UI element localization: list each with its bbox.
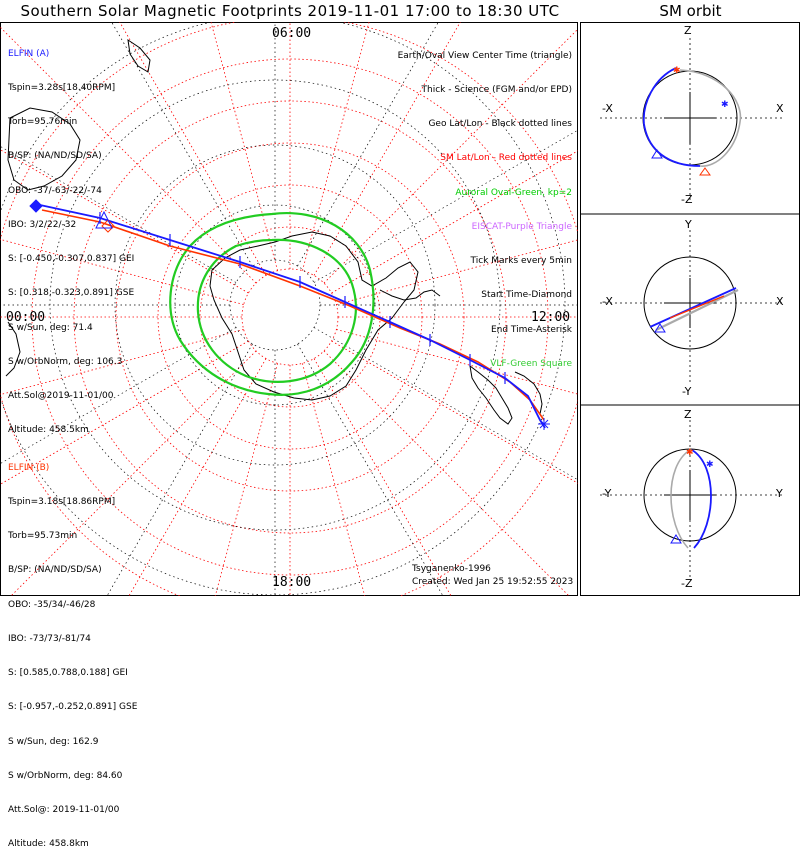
start-diamond-a [29,199,43,213]
legend-item: Auroral Oval-Green, kp=2 [455,187,572,198]
elfin-b-name: ELFIN (B) [8,462,50,473]
axis-label-right-yz: Y [776,487,783,500]
orbit-yz-b [670,449,691,549]
svg-text:✱: ✱ [721,100,729,110]
axis-label-right-xz: X [776,102,784,115]
elfin-a-line-3: OBO: -37/-63/-22/-74 [8,185,102,196]
legend-item: Geo Lat/Lon - Black dotted lines [428,119,572,130]
elfin-a-line-4: IBO: 3/2/22/-32 [8,219,77,230]
clock-label-left: 00:00 [6,310,46,325]
elfin-b-line-10: Altitude: 458.8km [8,839,89,850]
auroral-oval-inner [196,238,357,383]
axis-label-left-xz: -X [602,102,613,115]
grid-meridian [302,22,370,271]
orbit-xy-b [655,289,739,331]
start-diamond-b [101,219,115,233]
elfin-a-line-9: Att.Sol@2019-11-01/00 [8,391,114,401]
elfin-a-line-2: B/SP: (NA/ND/SD/SA) [8,151,102,162]
legend-item: Tick Marks every 5min [470,256,572,267]
grid-meridian [210,22,278,271]
legend-item: SM Lat/Lon - Red dotted lines [440,153,572,164]
elfin-a-line-6: S: [0.318,-0.323,0.891] GSE [8,288,135,299]
elfin-a-line-7: S w/Sun, deg: 71.4 [8,322,93,333]
orbit-panels: ✱ ✱ ✱ ✱ [600,38,785,580]
orbit-xz-b [679,69,742,167]
south-america-coast [514,371,543,415]
orbit-title: SM orbit [659,2,722,20]
elfin-b-line-6: S: [-0.957,-0.252,0.891] GSE [8,702,138,713]
africa-tip [5,321,21,377]
elfin-a-line-1: Torb=95.76min [8,117,78,128]
elfin-b-line-8: S w/OrbNorm, deg: 84.60 [8,770,123,781]
clock-label-bottom: 18:00 [272,575,312,590]
elfin-a-line-8: S w/OrbNorm, deg: 106.3 [8,356,123,367]
grid-meridian [297,343,444,596]
orbit-xz-a [642,67,701,167]
clock-label-top: 06:00 [272,26,312,41]
axis-label-bottom-xz: -Z [681,193,693,206]
legend: Earth/Oval View Center Time (triangle) T… [398,28,572,382]
orbit-panel-yz: ✱ ✱ [600,420,785,580]
axis-label-left-xy: -X [602,295,613,308]
legend-item: Earth/Oval View Center Time (triangle) [397,50,572,61]
elfin-a-line-5: S: [-0.450,-0.307,0.837] GEI [8,254,135,265]
axis-label-top-yz: Z [684,408,692,421]
legend-item: Start Time-Diamond [481,290,572,301]
svg-text:✱: ✱ [686,448,694,458]
grid-meridian [214,363,278,596]
elfin-a-name: ELFIN (A) [8,48,50,59]
elfin-a-line-10: Altitude: 458.5km [8,425,89,436]
axis-label-left-yz: -Y [602,487,612,500]
south-america-tip [469,364,513,425]
axis-label-right-xy: X [776,295,784,308]
axis-label-top-xz: Z [684,24,692,37]
end-asterisk [538,418,550,430]
elfin-b-line-5: S: [0.585,0.788,0.188] GEI [8,668,128,679]
elfin-b-line-3: OBO: -35/34/-46/28 [8,599,96,610]
legend-item: VLF-Green Square [490,358,572,369]
orbit-panel-xy [600,230,785,385]
orbit-yz-a [691,449,712,549]
orbit-panel-xz: ✱ ✱ [600,38,785,200]
map-frame [0,22,578,596]
axis-label-bottom-xy: -Y [682,385,692,398]
elfin-b-line-7: S w/Sun, deg: 162.9 [8,736,99,747]
elfin-b-line-2: B/SP: (NA/ND/SD/SA) [8,565,102,576]
australia-coast [7,107,81,191]
svg-text:✱: ✱ [673,66,681,76]
svg-text:✱: ✱ [706,460,714,470]
page-title: Southern Solar Magnetic Footprints 2019-… [20,2,560,20]
axis-label-top-xy: Y [685,218,692,231]
elfin-b-line-4: IBO: -73/73/-81/74 [8,633,91,644]
start-triangle-a [95,210,113,229]
antarctica-coastline [209,231,419,401]
footer-created: Created: Wed Jan 25 19:52:55 2023 [412,577,574,587]
grid-meridian [323,350,570,596]
axis-label-bottom-yz: -Z [681,577,693,590]
elfin-a-block: ELFIN (A) Tspin=3.28s[18.40RPM] Torb=95.… [8,26,134,448]
elfin-b-line-1: Torb=95.73min [8,531,78,542]
elfin-b-block: ELFIN (B) Tspin=3.18s[18.86RPM] Torb=95.… [8,440,137,862]
clock-label-right: 12:00 [531,310,571,325]
legend-item: End Time-Asterisk [490,324,572,335]
elfin-b-line-9: Att.Sol@: 2019-11-01/00 [8,805,120,815]
orbit-xy-a [649,287,737,328]
elfin-b-line-0: Tspin=3.18s[18.86RPM] [8,497,116,508]
footer-author: Tsyganenko-1996 [412,564,491,574]
elfin-a-line-0: Tspin=3.28s[18.40RPM] [8,83,116,94]
antarctic-peninsula [379,289,441,301]
track-a-ticks [99,212,506,384]
legend-item: EISCAT-Purple Triangle [471,221,572,232]
legend-item: Thick - Science (FGM and/or EPD) [421,85,572,96]
new-zealand [127,38,151,73]
